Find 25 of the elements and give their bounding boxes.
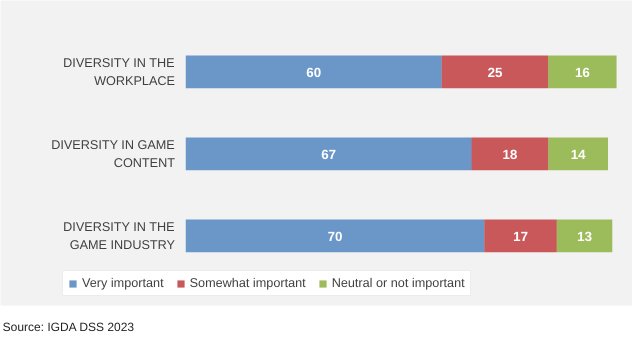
- legend-label: Somewhat important: [190, 276, 306, 290]
- data-label: 25: [488, 64, 503, 80]
- bar: [548, 55, 617, 88]
- data-label: 60: [306, 64, 322, 80]
- data-label: 18: [502, 146, 518, 162]
- legend-label: Neutral or not important: [332, 276, 465, 290]
- data-label: 14: [570, 146, 586, 162]
- data-label: 17: [513, 228, 528, 244]
- y-tick-label: DIVERSITY IN THE WORKPLACE: [63, 56, 175, 88]
- bar: [556, 219, 612, 252]
- bar: [442, 55, 548, 88]
- bar: [484, 219, 557, 252]
- y-tick-label: DIVERSITY IN GAME CONTENT: [51, 138, 176, 170]
- bar: [186, 137, 472, 170]
- legend-label: Very important: [82, 276, 164, 290]
- y-tick-label: DIVERSITY IN THE GAME INDUSTRY: [63, 220, 176, 252]
- data-label: 16: [575, 64, 590, 80]
- bar: [186, 219, 484, 252]
- bar: [472, 137, 548, 170]
- data-label: 13: [577, 228, 592, 244]
- bar: [548, 137, 608, 170]
- data-label: 67: [321, 146, 336, 162]
- bar: [186, 55, 442, 88]
- source-note: Source: IGDA DSS 2023: [2, 320, 134, 334]
- data-label: 70: [328, 228, 342, 244]
